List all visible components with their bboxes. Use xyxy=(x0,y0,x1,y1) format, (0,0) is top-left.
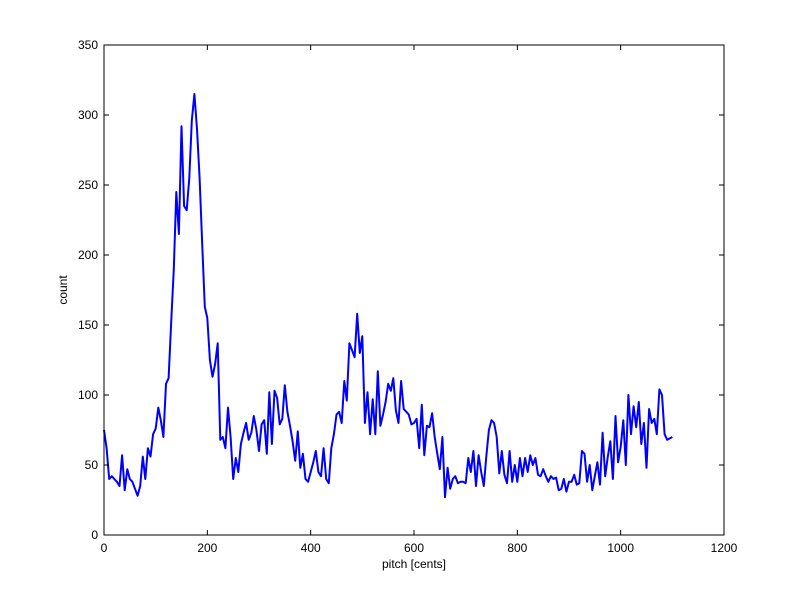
y-tick-label: 150 xyxy=(78,318,98,332)
y-tick-label: 300 xyxy=(78,108,98,122)
axes: 0 200 400 600 800 1000 1200 0 50 100 150 200 250 300 3… xyxy=(78,38,738,555)
series-line xyxy=(103,93,673,499)
x-tick-label: 1000 xyxy=(607,541,634,555)
y-tick-label: 100 xyxy=(78,388,98,402)
y-axis-label: count xyxy=(56,275,70,305)
x-tick-label: 400 xyxy=(301,541,321,555)
y-tick-label: 250 xyxy=(78,178,98,192)
plot-area xyxy=(103,93,673,499)
x-tick-label: 800 xyxy=(507,541,527,555)
x-axis-label: pitch [cents] xyxy=(382,557,446,571)
x-tick-label: 600 xyxy=(404,541,424,555)
x-tick-label: 200 xyxy=(197,541,217,555)
x-tick-label: 1200 xyxy=(711,541,738,555)
y-tick-label: 350 xyxy=(78,38,98,52)
y-tick-label: 50 xyxy=(85,458,99,472)
y-tick-label: 0 xyxy=(91,528,98,542)
y-tick-label: 200 xyxy=(78,248,98,262)
x-tick-label: 0 xyxy=(101,541,108,555)
